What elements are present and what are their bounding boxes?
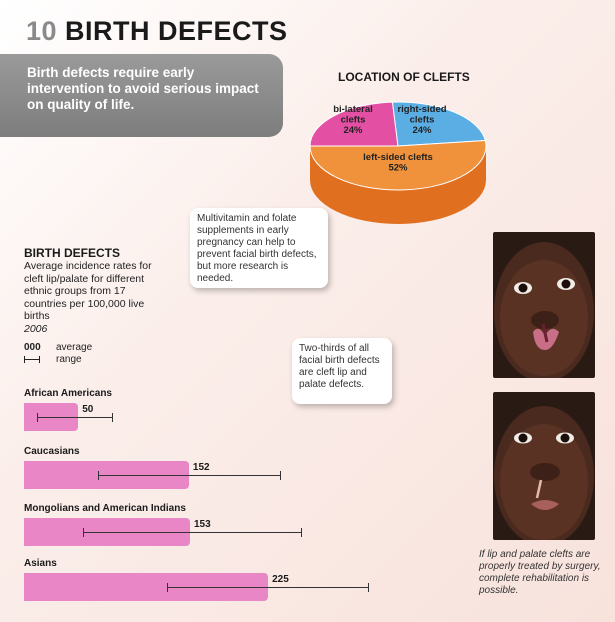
cleft-share-note: Two-thirds of all facial birth defects a… xyxy=(292,338,392,404)
pie-chart: bi-lateral clefts 24% right-sided clefts 24% l… xyxy=(309,101,487,224)
pie-slice xyxy=(309,139,487,191)
bar-value-label: 50 xyxy=(82,404,94,415)
bar-value-label: 153 xyxy=(194,519,211,530)
bar-range-whisker xyxy=(37,413,113,422)
pie-slice xyxy=(391,101,486,147)
legend-range-label: range xyxy=(56,354,82,365)
bar-chart-subtitle: Average incidence rates for cleft lip/pa… xyxy=(24,260,164,335)
bar-range-whisker xyxy=(97,471,282,480)
bar-range-whisker xyxy=(82,528,302,537)
bar-category-label: Caucasians xyxy=(24,446,80,457)
pie-slice-label: bi-lateral clefts 24% xyxy=(333,104,373,136)
pie-side-wall xyxy=(310,146,486,224)
pie-slice xyxy=(309,101,399,147)
pie-slice-label: right-sided clefts 24% xyxy=(397,104,446,136)
legend-average-label: average xyxy=(56,342,93,353)
bar-chart-year: 2006 xyxy=(24,322,48,335)
bar-chart-description: Average incidence rates for cleft lip/pa… xyxy=(24,260,152,322)
bar-category-label: African Americans xyxy=(24,388,112,399)
legend-value-key: 000 xyxy=(24,342,41,353)
pie-title: LOCATION OF CLEFTS xyxy=(338,70,470,84)
bar-value-label: 152 xyxy=(192,462,210,473)
supplements-note: Multivitamin and folate supplements in e… xyxy=(190,208,328,288)
bar-category-label: Asians xyxy=(24,558,57,569)
bar-chart-title: BIRTH DEFECTS xyxy=(24,246,120,260)
bar-category-label: Mongolians and American Indians xyxy=(24,503,186,514)
chapter-title: BIRTH DEFECTS xyxy=(65,16,288,46)
child-photo-before xyxy=(493,232,595,378)
intro-banner: Birth defects require early intervention… xyxy=(0,54,283,137)
bar-value-label: 225 xyxy=(272,574,289,585)
bar-range-whisker xyxy=(167,583,370,592)
legend-range-icon xyxy=(24,356,40,363)
page-title: 10 BIRTH DEFECTS xyxy=(26,16,288,47)
child-photo-after xyxy=(493,392,595,540)
pie-slice-label: left-sided clefts 52% xyxy=(363,152,433,174)
chapter-number: 10 xyxy=(26,16,58,46)
photo-caption: If lip and palate clefts are properly tr… xyxy=(479,549,601,596)
